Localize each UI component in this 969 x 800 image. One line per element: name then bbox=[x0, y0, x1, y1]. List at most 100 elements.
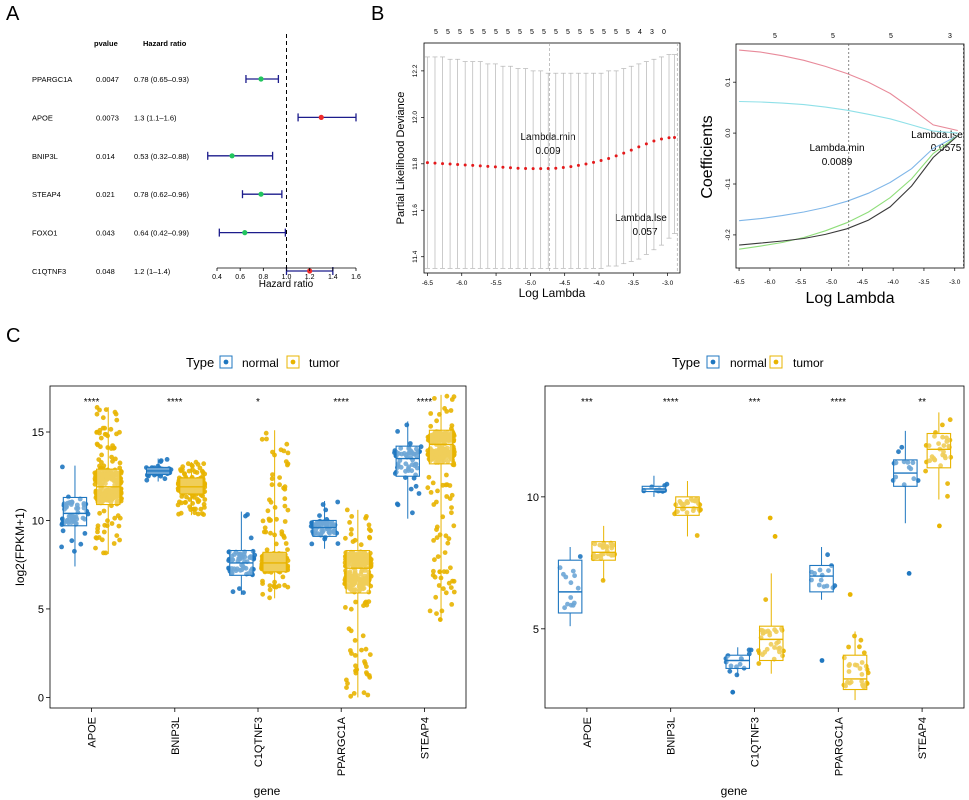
point-tumor bbox=[846, 644, 851, 650]
point-tumor bbox=[362, 550, 368, 556]
point-tumor bbox=[859, 660, 865, 665]
point-tumor bbox=[358, 542, 364, 548]
cv-point bbox=[561, 166, 565, 170]
point-normal bbox=[399, 451, 405, 457]
cv-point bbox=[486, 164, 490, 168]
point-tumor bbox=[270, 472, 275, 477]
box-normal bbox=[395, 445, 420, 477]
point-tumor bbox=[449, 397, 455, 402]
forest-gene-label: FOXO1 bbox=[32, 229, 57, 238]
point-tumor bbox=[194, 489, 200, 494]
point-normal bbox=[248, 535, 254, 541]
point-tumor bbox=[923, 468, 928, 474]
forest-header-pvalue: pvalue bbox=[94, 39, 118, 48]
coef-top-tick-label: 5 bbox=[773, 33, 777, 40]
point-outlier-tumor bbox=[936, 523, 942, 529]
point-tumor bbox=[348, 606, 354, 612]
point-tumor bbox=[260, 518, 266, 524]
point-tumor bbox=[343, 535, 348, 541]
point-tumor bbox=[430, 480, 436, 486]
point-normal bbox=[72, 548, 77, 554]
point-tumor bbox=[443, 533, 449, 539]
box-normal bbox=[809, 564, 834, 593]
point-tumor bbox=[282, 503, 288, 509]
forest-header-hazard-ratio: Hazard ratio bbox=[143, 39, 187, 48]
point-tumor bbox=[847, 662, 852, 667]
point-tumor bbox=[281, 535, 287, 540]
point-normal bbox=[910, 460, 916, 466]
cv-point bbox=[501, 165, 505, 169]
boxB-legend-title: Type bbox=[672, 355, 700, 370]
point-tumor bbox=[353, 670, 359, 676]
point-tumor bbox=[187, 504, 193, 510]
point-tumor bbox=[268, 499, 274, 505]
point-tumor bbox=[859, 678, 865, 684]
point-tumor bbox=[861, 650, 867, 656]
point-tumor bbox=[428, 423, 434, 429]
point-tumor bbox=[352, 537, 358, 543]
cv-x-tick-label: -3.0 bbox=[662, 280, 674, 287]
point-tumor bbox=[600, 578, 606, 583]
significance-label: * bbox=[256, 397, 260, 408]
point-tumor bbox=[763, 597, 769, 602]
point-tumor bbox=[345, 681, 350, 686]
point-tumor bbox=[684, 510, 690, 515]
coef-lambda-lse-value: 0.0575 bbox=[931, 143, 962, 154]
point-tumor bbox=[282, 582, 287, 588]
point-tumor bbox=[938, 463, 943, 469]
point-tumor bbox=[444, 393, 450, 399]
cv-point bbox=[546, 166, 550, 170]
coef-x-tick-label: -4.0 bbox=[888, 279, 900, 286]
point-tumor bbox=[857, 644, 862, 650]
cv-point bbox=[673, 136, 677, 140]
point-tumor bbox=[425, 485, 431, 491]
point-normal bbox=[82, 531, 88, 536]
point-tumor bbox=[278, 565, 284, 571]
point-normal bbox=[317, 513, 322, 518]
point-normal bbox=[901, 459, 907, 465]
boxplot-right: Type normal tumor gene *** APOE **** BNIP3L… bbox=[527, 355, 965, 798]
point-tumor bbox=[114, 431, 119, 437]
point-tumor bbox=[285, 462, 290, 468]
legend-dot-normal bbox=[710, 359, 716, 365]
coef-lambda-lse-label: Lambda.lse bbox=[911, 130, 963, 141]
cv-top-tick-label: 0 bbox=[662, 29, 666, 36]
cv-top-tick-label: 5 bbox=[530, 29, 534, 36]
point-tumor bbox=[431, 502, 437, 507]
point-normal bbox=[324, 520, 330, 526]
forest-pvalue: 0.043 bbox=[96, 229, 115, 238]
point-tumor bbox=[184, 494, 189, 500]
point-tumor bbox=[262, 525, 268, 531]
point-tumor bbox=[194, 470, 200, 475]
cv-top-tick-label: 5 bbox=[494, 29, 498, 36]
cv-x-tick-label: -5.5 bbox=[490, 280, 502, 287]
point-normal bbox=[404, 422, 410, 428]
point-tumor bbox=[765, 628, 771, 634]
point-tumor bbox=[361, 690, 367, 696]
cv-top-tick-label: 5 bbox=[482, 29, 486, 36]
point-normal bbox=[565, 601, 570, 607]
point-tumor bbox=[427, 608, 433, 614]
point-tumor bbox=[359, 647, 364, 653]
point-normal bbox=[737, 661, 743, 667]
point-normal bbox=[411, 475, 417, 481]
point-tumor bbox=[947, 417, 953, 423]
point-normal bbox=[403, 468, 408, 474]
forest-pvalue: 0.0073 bbox=[96, 113, 119, 122]
forest-x-tick-label: 0.6 bbox=[235, 274, 245, 281]
point-tumor bbox=[344, 507, 350, 513]
point-normal bbox=[323, 507, 329, 513]
cv-top-tick-label: 5 bbox=[458, 29, 462, 36]
forest-x-tick-label: 1.2 bbox=[305, 274, 315, 281]
forest-gene-label: APOE bbox=[32, 113, 53, 122]
forest-hr-text: 0.78 (0.65–0.93) bbox=[134, 75, 190, 84]
cv-top-tick-label: 5 bbox=[578, 29, 582, 36]
point-tumor bbox=[94, 411, 100, 417]
point-tumor bbox=[444, 409, 450, 414]
point-tumor bbox=[264, 547, 270, 553]
point-tumor bbox=[114, 478, 119, 484]
forest-x-tick-label: 1.0 bbox=[282, 274, 292, 281]
point-tumor bbox=[449, 492, 455, 498]
significance-label: **** bbox=[167, 397, 183, 408]
cv-point bbox=[584, 162, 588, 166]
